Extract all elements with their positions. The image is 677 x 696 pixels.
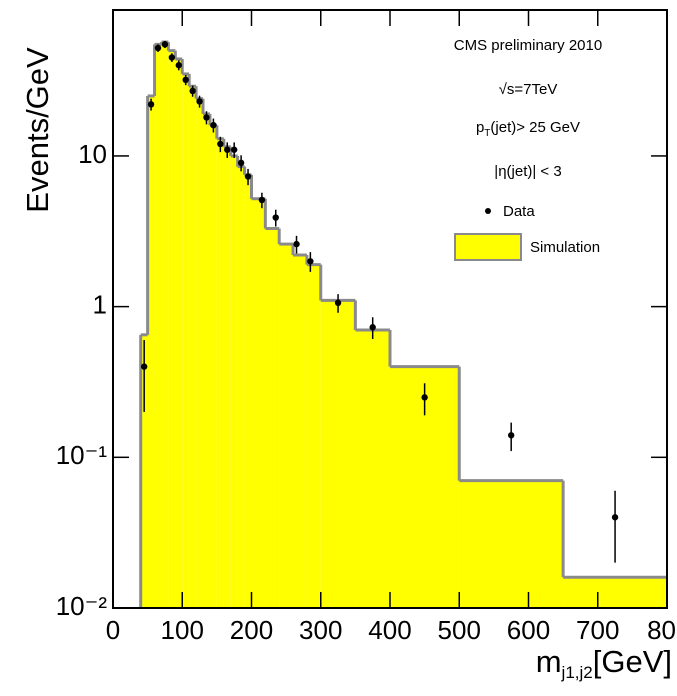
annotation: CMS preliminary 2010 (454, 37, 602, 54)
data-point (307, 258, 314, 265)
data-point (507, 432, 515, 439)
histogram-bar (265, 228, 280, 608)
data-point (196, 98, 203, 105)
histogram-bar (355, 329, 390, 608)
x-tick-label: 80 (647, 615, 676, 645)
data-point (140, 363, 148, 370)
x-axis-label: mj1,j2[GeV] (536, 644, 672, 682)
x-label-sub: j1,j2 (561, 663, 593, 682)
histogram-bar (196, 98, 204, 608)
histogram-bar (563, 577, 667, 608)
data-point (161, 41, 169, 48)
annotation-text: √s=7TeV (499, 81, 558, 98)
data-point (421, 394, 428, 401)
data-point (217, 140, 224, 148)
data-point (258, 196, 266, 204)
histogram-bar (182, 73, 190, 609)
annotation-text: p (476, 119, 484, 136)
y-tick-label: 10⁻¹ (56, 440, 108, 470)
annotation: √s=7TeV (499, 81, 558, 98)
annotation-text: CMS preliminary 2010 (454, 37, 602, 54)
histogram-bar (230, 155, 238, 608)
data-point (175, 62, 182, 69)
data-point (210, 121, 217, 129)
histogram-bar (279, 244, 294, 608)
histogram-bar (459, 480, 564, 608)
histogram-bar (223, 146, 231, 608)
y-tick-label: 10 (78, 139, 107, 169)
data-point (611, 514, 619, 521)
data-point (168, 54, 176, 61)
y-axis-label: Events/GeV (20, 47, 55, 213)
legend-swatch (454, 233, 522, 261)
x-tick-label: 400 (368, 615, 411, 645)
annotation: pT(jet)> 25 GeV (476, 119, 580, 139)
legend-label: Simulation (530, 239, 600, 256)
histogram-bar (209, 125, 217, 608)
x-tick-label: 500 (438, 615, 481, 645)
legend-label: Data (503, 203, 535, 220)
histogram-bar (237, 166, 245, 608)
histogram-bar (189, 86, 197, 609)
histogram-bar (216, 138, 224, 609)
histogram-bar (140, 334, 148, 608)
legend-marker (485, 208, 491, 214)
data-point (293, 240, 300, 248)
histogram-bar (306, 264, 321, 608)
x-tick-label: 300 (299, 615, 342, 645)
histogram-bar (293, 255, 307, 608)
x-tick-label: 200 (230, 615, 273, 645)
y-tick-label: 10⁻² (56, 591, 108, 621)
data-point (334, 299, 342, 307)
x-tick-label: 100 (161, 615, 204, 645)
histogram-bar (175, 58, 183, 609)
x-tick-label: 0 (106, 615, 120, 645)
histogram-bar (203, 113, 210, 608)
data-point (147, 101, 155, 108)
y-tick-label: 1 (93, 290, 107, 320)
data-point (244, 173, 252, 180)
annotation-sub: T (484, 128, 490, 139)
data-point (189, 87, 196, 95)
x-tick-label: 700 (576, 615, 619, 645)
data-point (237, 159, 245, 167)
data-point (230, 146, 238, 153)
histogram-bar (244, 174, 252, 608)
data-point (272, 214, 279, 221)
x-label-main: m (536, 644, 562, 679)
annotation-text: |η(jet)| < 3 (494, 163, 561, 180)
annotation-text: (jet)> 25 GeV (490, 119, 580, 136)
data-point (154, 44, 162, 52)
data-point (203, 114, 210, 121)
histogram-bar (154, 44, 162, 609)
histogram-bar (320, 300, 356, 608)
histogram-bar (161, 42, 169, 608)
histogram-bar (251, 198, 266, 608)
x-tick-label: 600 (507, 615, 550, 645)
annotation: |η(jet)| < 3 (494, 163, 561, 180)
histogram-bar (168, 50, 176, 608)
data-point (182, 76, 189, 84)
histogram-bar (147, 95, 155, 609)
data-point (224, 146, 231, 153)
x-label-unit: [GeV] (593, 644, 672, 679)
data-point (369, 324, 376, 331)
